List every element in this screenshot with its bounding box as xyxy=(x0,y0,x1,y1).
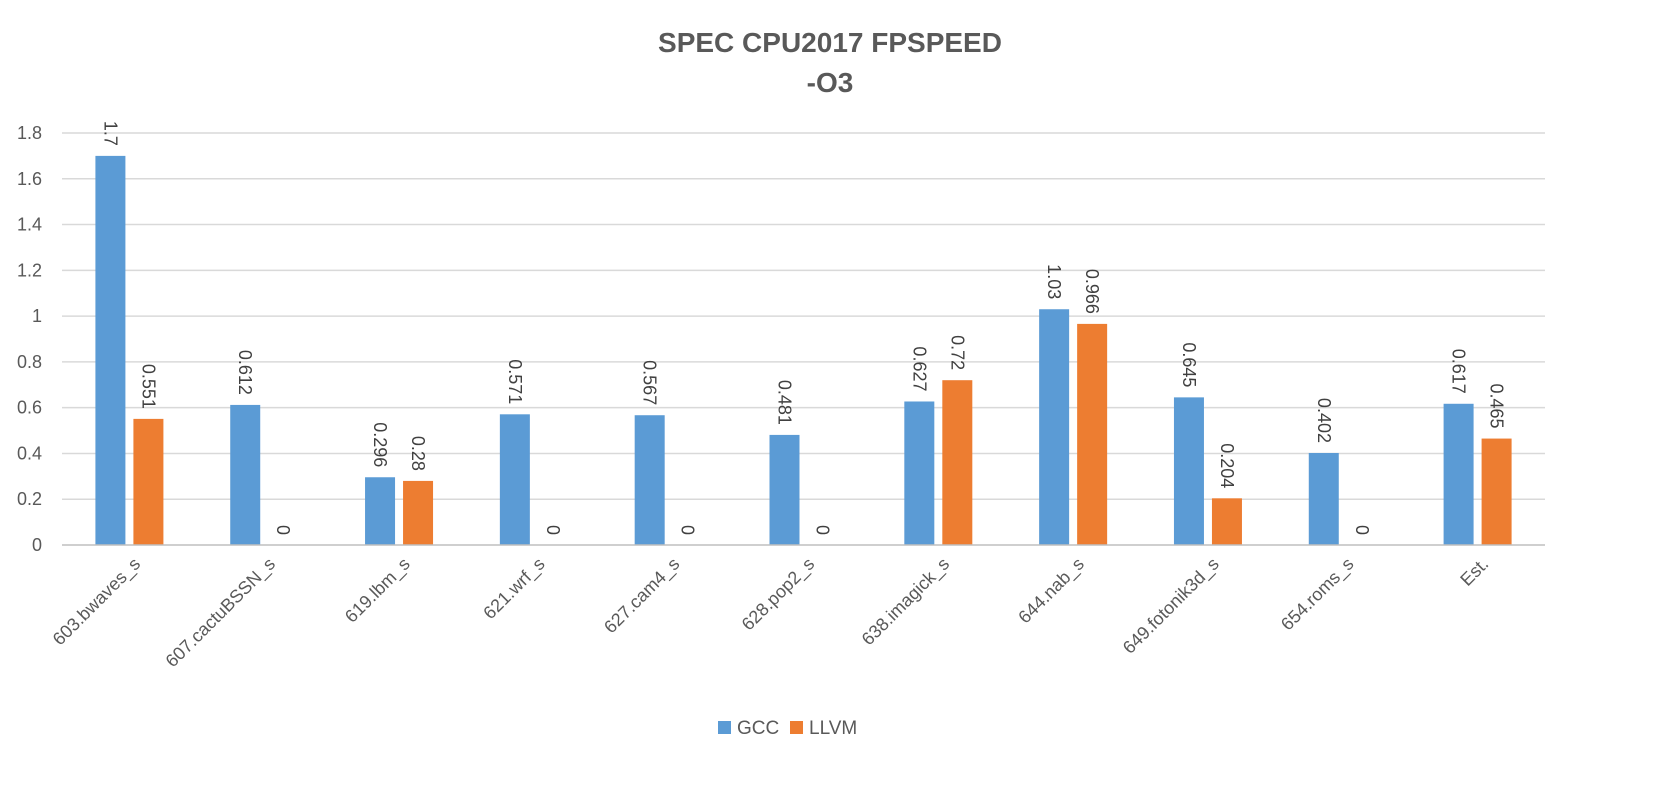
x-tick-label: 603.bwaves_s xyxy=(49,554,145,650)
x-axis-ticks: 603.bwaves_s 607.cactuBSSN_s 619.lbm_s 621.… xyxy=(49,554,1493,672)
bar-gcc-5 xyxy=(769,434,800,545)
y-tick-label: 1.6 xyxy=(17,169,42,189)
bar-gcc-6 xyxy=(904,401,935,545)
data-label-gcc-6: 0.627 xyxy=(909,346,929,391)
y-tick-label: 1.2 xyxy=(17,260,42,280)
data-label-llvm-8: 0.204 xyxy=(1217,443,1237,488)
y-tick-label: 1.8 xyxy=(17,123,42,143)
x-tick-label: 638.imagick_s xyxy=(858,554,954,650)
data-label-llvm-4: 0 xyxy=(678,525,698,535)
data-label-gcc-0: 1.7 xyxy=(100,121,120,146)
x-tick-label: 619.lbm_s xyxy=(341,554,415,628)
legend-swatch-gcc xyxy=(718,721,731,734)
y-tick-label: 1 xyxy=(32,306,42,326)
bar-gcc-10 xyxy=(1443,403,1474,545)
x-tick-label: 628.pop2_s xyxy=(738,554,819,635)
chart-subtitle: -O3 xyxy=(807,67,854,98)
data-label-llvm-9: 0 xyxy=(1352,525,1372,535)
bar-gcc-1 xyxy=(230,404,261,545)
x-tick-label: 627.cam4_s xyxy=(600,554,684,638)
bar-llvm-7 xyxy=(1077,323,1108,545)
x-tick-label: Est. xyxy=(1456,554,1492,590)
data-label-gcc-3: 0.571 xyxy=(505,359,525,404)
data-label-llvm-10: 0.465 xyxy=(1487,384,1507,429)
bar-gcc-2 xyxy=(365,477,396,545)
y-tick-label: 0.6 xyxy=(17,398,42,418)
x-tick-label: 621.wrf_s xyxy=(479,554,549,624)
y-tick-label: 0.8 xyxy=(17,352,42,372)
y-tick-label: 0.4 xyxy=(17,443,42,463)
data-label-gcc-2: 0.296 xyxy=(370,422,390,467)
bar-llvm-0 xyxy=(133,418,164,545)
data-label-gcc-10: 0.617 xyxy=(1449,349,1469,394)
bar-llvm-2 xyxy=(403,480,434,545)
data-label-llvm-3: 0 xyxy=(543,525,563,535)
data-labels: 1.7 0.551 0.612 0 0.296 0.28 0.571 0 0.567 0 0.481… xyxy=(100,121,1506,535)
y-tick-label: 0 xyxy=(32,535,42,555)
data-label-llvm-6: 0.72 xyxy=(947,335,967,370)
x-tick-label: 644.nab_s xyxy=(1014,554,1088,628)
legend-label-gcc: GCC xyxy=(737,718,779,739)
x-tick-label: 607.cactuBSSN_s xyxy=(162,554,280,672)
data-label-gcc-7: 1.03 xyxy=(1044,264,1064,299)
x-tick-label: 654.roms_s xyxy=(1277,554,1358,635)
data-label-llvm-7: 0.966 xyxy=(1082,269,1102,314)
bar-gcc-7 xyxy=(1039,309,1070,545)
chart-title: SPEC CPU2017 FPSPEED xyxy=(658,27,1002,58)
bar-llvm-8 xyxy=(1211,498,1242,545)
x-tick-label: 649.fotonik3d_s xyxy=(1119,554,1224,659)
gridlines xyxy=(62,132,1545,500)
data-label-gcc-4: 0.567 xyxy=(640,360,660,405)
y-tick-label: 0.2 xyxy=(17,489,42,509)
bar-llvm-10 xyxy=(1481,438,1512,545)
bar-gcc-4 xyxy=(634,415,665,545)
data-label-llvm-1: 0 xyxy=(273,525,293,535)
bars xyxy=(95,155,1512,545)
data-label-llvm-0: 0.551 xyxy=(138,364,158,409)
bar-gcc-3 xyxy=(499,414,530,545)
legend: GCC LLVM xyxy=(718,718,857,739)
bar-gcc-9 xyxy=(1308,452,1339,545)
legend-label-llvm: LLVM xyxy=(809,718,857,739)
bar-gcc-0 xyxy=(95,155,126,545)
bar-llvm-6 xyxy=(942,380,973,545)
data-label-gcc-8: 0.645 xyxy=(1179,342,1199,387)
data-label-gcc-5: 0.481 xyxy=(775,380,795,425)
y-tick-label: 1.4 xyxy=(17,215,42,235)
data-label-gcc-1: 0.612 xyxy=(235,350,255,395)
data-label-llvm-5: 0 xyxy=(813,525,833,535)
y-axis-ticks: 0 0.2 0.4 0.6 0.8 1 1.2 1.4 1.6 1.8 xyxy=(17,123,42,555)
legend-swatch-llvm xyxy=(790,721,803,734)
data-label-llvm-2: 0.28 xyxy=(408,436,428,471)
bar-gcc-8 xyxy=(1173,397,1204,545)
data-label-gcc-9: 0.402 xyxy=(1314,398,1334,443)
